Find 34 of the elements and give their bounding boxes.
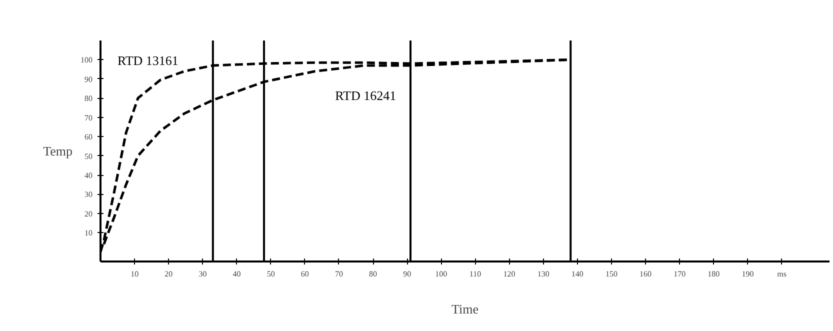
y-tick-label: 70 bbox=[84, 113, 92, 122]
x-tick-label: 80 bbox=[369, 270, 378, 278]
x-tick-label: 120 bbox=[503, 270, 516, 278]
y-tick-label: 10 bbox=[84, 228, 92, 238]
x-tick-label: 190 bbox=[742, 270, 754, 278]
x-tick-label: 30 bbox=[198, 270, 207, 278]
x-tick-label: ms bbox=[777, 270, 786, 278]
x-tick-label: 110 bbox=[469, 270, 482, 278]
x-tick-label: 40 bbox=[232, 270, 241, 278]
x-tick-label: 90 bbox=[403, 270, 412, 278]
x-tick-label: 150 bbox=[605, 270, 618, 278]
series-label: RTD 13161 bbox=[117, 52, 178, 68]
x-tick-label: 140 bbox=[571, 270, 584, 278]
x-axis-title: Time bbox=[452, 302, 479, 316]
x-tick-label: 170 bbox=[674, 270, 686, 278]
x-tick-label: 10 bbox=[130, 270, 139, 278]
y-tick-label: 80 bbox=[84, 94, 92, 104]
x-tick-label: 20 bbox=[164, 270, 173, 278]
x-tick-label: 70 bbox=[334, 270, 343, 278]
y-axis-title: Temp bbox=[43, 144, 73, 158]
y-tick-label: 50 bbox=[84, 152, 92, 161]
x-tick-label: 60 bbox=[300, 270, 309, 278]
y-tick-label: 40 bbox=[84, 171, 92, 180]
x-tick-label: 50 bbox=[266, 270, 275, 278]
y-tick-label: 100 bbox=[80, 56, 92, 65]
y-tick-label: 60 bbox=[84, 132, 92, 142]
x-tick-label: 130 bbox=[537, 270, 550, 278]
y-tick-label: 20 bbox=[84, 209, 92, 218]
y-tick-label: 30 bbox=[84, 190, 92, 200]
x-tick-label: 160 bbox=[640, 270, 652, 278]
x-tick-label: 180 bbox=[708, 270, 720, 278]
x-tick-label: 100 bbox=[435, 270, 448, 278]
series-label: RTD 16241 bbox=[335, 88, 396, 104]
y-tick-label: 90 bbox=[84, 74, 92, 84]
